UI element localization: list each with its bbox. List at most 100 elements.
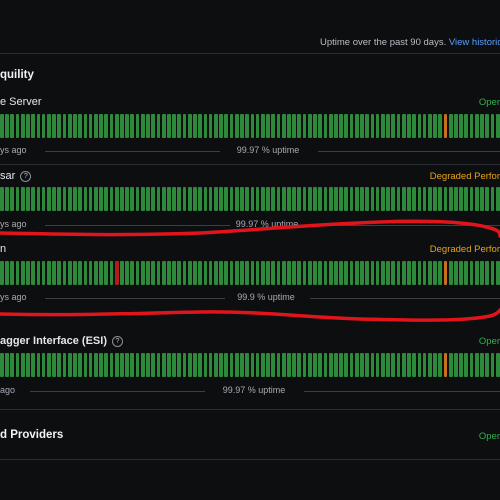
uptime-day-bar[interactable] xyxy=(208,353,213,377)
uptime-day-bar[interactable] xyxy=(370,353,375,377)
uptime-day-bar[interactable] xyxy=(328,114,333,138)
uptime-day-bar[interactable] xyxy=(328,187,333,211)
uptime-day-bar[interactable] xyxy=(386,353,390,377)
uptime-day-bar[interactable] xyxy=(182,114,187,138)
uptime-day-bar[interactable] xyxy=(302,114,307,138)
uptime-day-bar[interactable] xyxy=(125,261,129,285)
uptime-day-bar[interactable] xyxy=(354,261,359,285)
uptime-day-bar[interactable] xyxy=(224,353,229,377)
uptime-day-bar[interactable] xyxy=(229,114,234,138)
uptime-day-bar[interactable] xyxy=(234,353,239,377)
uptime-day-bar[interactable] xyxy=(93,353,98,377)
uptime-day-bar[interactable] xyxy=(250,261,255,285)
uptime-day-bar[interactable] xyxy=(276,261,281,285)
uptime-day-bar[interactable] xyxy=(255,187,260,211)
uptime-day-bar[interactable] xyxy=(287,187,291,211)
uptime-day-bar[interactable] xyxy=(480,261,484,285)
uptime-day-bar[interactable] xyxy=(349,114,354,138)
uptime-day-bar[interactable] xyxy=(495,114,500,138)
uptime-day-bar[interactable] xyxy=(234,187,239,211)
uptime-day-bar[interactable] xyxy=(62,187,67,211)
uptime-day-bar[interactable] xyxy=(323,187,328,211)
uptime-day-bar[interactable] xyxy=(156,261,161,285)
uptime-day-bar[interactable] xyxy=(292,187,296,211)
uptime-day-bar[interactable] xyxy=(401,353,406,377)
uptime-day-bar[interactable] xyxy=(240,261,244,285)
uptime-day-bar[interactable] xyxy=(140,187,145,211)
uptime-day-bar[interactable] xyxy=(130,114,135,138)
uptime-day-bar[interactable] xyxy=(67,187,72,211)
uptime-day-bar[interactable] xyxy=(198,261,203,285)
uptime-day-bar[interactable] xyxy=(62,114,67,138)
uptime-day-bar[interactable] xyxy=(292,114,296,138)
uptime-day-bar[interactable] xyxy=(485,353,490,377)
uptime-day-bar[interactable] xyxy=(146,114,150,138)
uptime-day-bar[interactable] xyxy=(245,114,249,138)
uptime-day-bar[interactable] xyxy=(260,114,265,138)
uptime-day-bar[interactable] xyxy=(375,187,380,211)
uptime-day-bar[interactable] xyxy=(10,353,15,377)
uptime-day-bar[interactable] xyxy=(234,114,239,138)
uptime-day-bar[interactable] xyxy=(224,261,229,285)
uptime-day-bar[interactable] xyxy=(62,353,67,377)
uptime-day-bar[interactable] xyxy=(146,353,150,377)
uptime-day-bar[interactable] xyxy=(297,353,302,377)
uptime-day-bar[interactable] xyxy=(114,114,119,138)
uptime-day-bar[interactable] xyxy=(203,114,208,138)
uptime-day-bar[interactable] xyxy=(57,353,62,377)
uptime-day-bar[interactable] xyxy=(313,114,317,138)
uptime-day-bar[interactable] xyxy=(240,187,244,211)
uptime-day-bar[interactable] xyxy=(334,261,338,285)
uptime-day-bar[interactable] xyxy=(391,353,396,377)
uptime-day-bar[interactable] xyxy=(380,187,385,211)
uptime-day-bar[interactable] xyxy=(213,353,218,377)
uptime-day-bar[interactable] xyxy=(109,353,114,377)
uptime-day-bar[interactable] xyxy=(203,261,208,285)
uptime-day-bar[interactable] xyxy=(433,187,437,211)
uptime-day-bar[interactable] xyxy=(302,261,307,285)
uptime-day-bar[interactable] xyxy=(114,261,119,285)
uptime-day-bar[interactable] xyxy=(73,114,77,138)
uptime-day-bar[interactable] xyxy=(360,187,364,211)
uptime-day-bar[interactable] xyxy=(344,353,349,377)
uptime-day-bar[interactable] xyxy=(78,114,82,138)
uptime-day-bar[interactable] xyxy=(407,187,411,211)
uptime-day-bar[interactable] xyxy=(422,261,427,285)
uptime-day-bar[interactable] xyxy=(83,353,88,377)
uptime-day-bar[interactable] xyxy=(370,114,375,138)
help-icon[interactable]: ? xyxy=(111,335,123,347)
uptime-day-bar[interactable] xyxy=(62,261,67,285)
uptime-day-bar[interactable] xyxy=(208,114,213,138)
uptime-day-bar[interactable] xyxy=(83,187,88,211)
uptime-day-bar[interactable] xyxy=(26,353,30,377)
uptime-day-bar[interactable] xyxy=(448,353,453,377)
uptime-day-bar[interactable] xyxy=(224,187,229,211)
uptime-day-bar[interactable] xyxy=(459,353,463,377)
uptime-day-bar[interactable] xyxy=(407,114,411,138)
uptime-day-bar[interactable] xyxy=(307,353,312,377)
uptime-day-bar[interactable] xyxy=(177,187,182,211)
uptime-day-bar[interactable] xyxy=(46,114,51,138)
uptime-day-bar[interactable] xyxy=(52,114,56,138)
uptime-day-bar[interactable] xyxy=(172,187,176,211)
uptime-day-bar[interactable] xyxy=(276,353,281,377)
uptime-day-bar[interactable] xyxy=(20,353,25,377)
uptime-day-bar[interactable] xyxy=(104,187,109,211)
uptime-day-bar[interactable] xyxy=(266,187,270,211)
uptime-day-bar[interactable] xyxy=(495,353,500,377)
uptime-day-bar[interactable] xyxy=(490,114,495,138)
uptime-day-bar[interactable] xyxy=(78,187,82,211)
uptime-day-bar[interactable] xyxy=(125,187,129,211)
uptime-day-bar[interactable] xyxy=(318,353,323,377)
uptime-day-bar[interactable] xyxy=(459,261,463,285)
uptime-day-bar[interactable] xyxy=(156,353,161,377)
uptime-day-bar[interactable] xyxy=(67,353,72,377)
uptime-day-bar[interactable] xyxy=(339,114,343,138)
uptime-day-bar[interactable] xyxy=(485,114,490,138)
uptime-day-bar[interactable] xyxy=(167,187,171,211)
uptime-day-bar[interactable] xyxy=(245,261,249,285)
uptime-day-bar[interactable] xyxy=(360,261,364,285)
uptime-day-bar[interactable] xyxy=(422,114,427,138)
uptime-day-bar[interactable] xyxy=(260,187,265,211)
uptime-day-bar[interactable] xyxy=(454,353,458,377)
